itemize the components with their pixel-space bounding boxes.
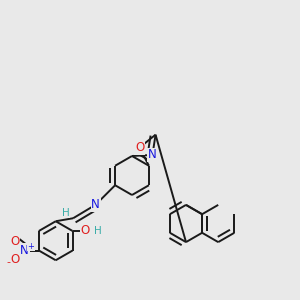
- Text: O: O: [10, 253, 20, 266]
- Text: N: N: [20, 244, 29, 257]
- Text: +: +: [27, 242, 34, 250]
- Text: H: H: [62, 208, 70, 218]
- Text: -: -: [7, 257, 11, 268]
- Text: O: O: [81, 224, 90, 238]
- Text: O: O: [135, 141, 144, 154]
- Text: N: N: [91, 198, 100, 211]
- Text: N: N: [148, 148, 157, 161]
- Text: H: H: [94, 226, 101, 236]
- Text: O: O: [10, 235, 20, 248]
